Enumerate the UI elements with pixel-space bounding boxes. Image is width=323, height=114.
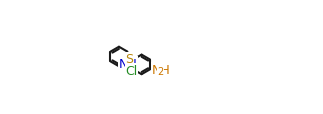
Text: NH: NH: [119, 57, 137, 70]
Text: S: S: [125, 53, 133, 66]
Text: Cl: Cl: [126, 64, 138, 77]
Text: N: N: [123, 54, 133, 67]
Text: NH: NH: [152, 63, 171, 76]
Text: 2: 2: [157, 66, 164, 76]
